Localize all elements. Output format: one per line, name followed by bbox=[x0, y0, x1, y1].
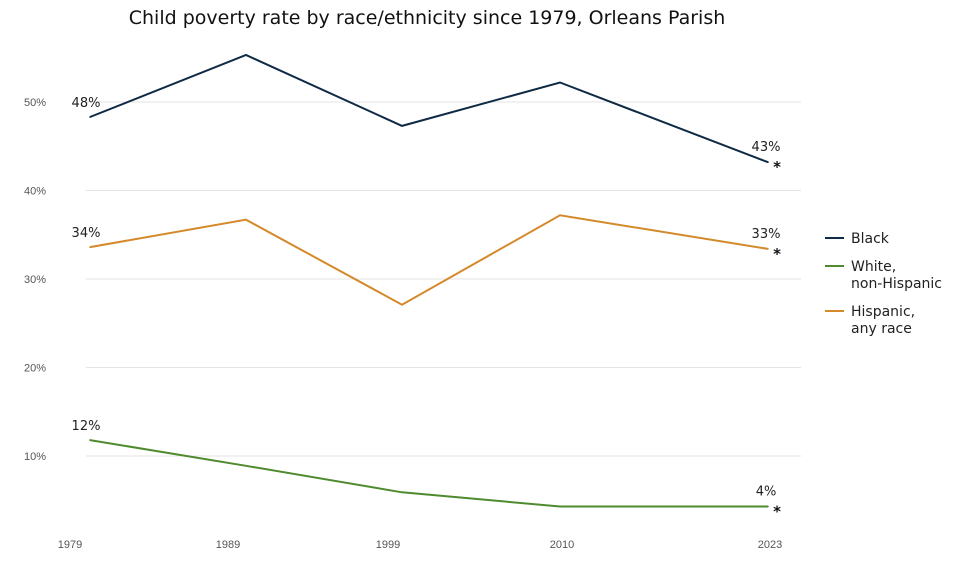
y-tick-label: 10% bbox=[24, 451, 46, 463]
series-line bbox=[89, 439, 768, 508]
legend: Black White, non-Hispanic Hispanic, any race bbox=[825, 231, 942, 337]
start-label: 48% bbox=[72, 96, 101, 111]
y-tick-label: 40% bbox=[24, 185, 46, 197]
y-tick-label: 50% bbox=[24, 97, 46, 109]
data-labels: 48% 43% * 12% 4% * 34% 33% * bbox=[72, 96, 782, 520]
legend-label-line: White, bbox=[851, 259, 896, 275]
footnote-marker: * bbox=[773, 158, 781, 176]
data-point bbox=[401, 125, 403, 127]
data-point bbox=[401, 491, 403, 494]
legend-label-line: Black bbox=[851, 231, 890, 247]
series-line bbox=[89, 214, 769, 306]
start-label: 34% bbox=[72, 226, 101, 241]
data-point bbox=[89, 439, 91, 441]
end-label: 33% bbox=[752, 227, 781, 242]
data-point bbox=[767, 161, 769, 163]
x-tick-label: 1989 bbox=[216, 539, 240, 551]
data-point bbox=[767, 248, 769, 250]
x-tick-label: 1999 bbox=[376, 539, 400, 551]
data-point bbox=[559, 505, 561, 508]
legend-label-line: non-Hispanic bbox=[851, 276, 942, 292]
gridlines bbox=[86, 101, 801, 457]
data-point bbox=[245, 54, 247, 56]
x-tick-label: 1979 bbox=[58, 539, 82, 551]
legend-label-line: any race bbox=[851, 321, 912, 337]
legend-label: White, non-Hispanic bbox=[851, 259, 942, 292]
data-point bbox=[245, 218, 247, 221]
legend-label-line: Hispanic, bbox=[851, 304, 915, 320]
data-point bbox=[559, 81, 561, 84]
y-tick-label: 30% bbox=[24, 274, 46, 286]
x-axis: 1979 1989 1999 2010 2023 bbox=[58, 539, 782, 551]
data-point bbox=[767, 505, 769, 508]
data-point bbox=[89, 116, 91, 118]
legend-label: Black bbox=[851, 231, 890, 247]
data-point bbox=[559, 214, 561, 217]
data-point bbox=[245, 464, 247, 467]
x-tick-label: 2023 bbox=[758, 539, 782, 551]
y-axis: 10% 20% 30% 40% 50% bbox=[24, 97, 46, 463]
series-line bbox=[89, 53, 769, 164]
footnote-marker: * bbox=[773, 245, 781, 263]
data-point bbox=[401, 303, 403, 306]
data-point bbox=[89, 246, 91, 248]
x-tick-label: 2010 bbox=[550, 539, 574, 551]
series-lines bbox=[89, 53, 769, 508]
y-tick-label: 20% bbox=[24, 363, 46, 375]
start-label: 12% bbox=[72, 419, 101, 434]
end-label: 43% bbox=[752, 140, 781, 155]
end-label: 4% bbox=[756, 484, 777, 499]
legend-label: Hispanic, any race bbox=[851, 304, 915, 337]
footnote-marker: * bbox=[773, 502, 781, 520]
chart-title: Child poverty rate by race/ethnicity sin… bbox=[129, 7, 726, 29]
